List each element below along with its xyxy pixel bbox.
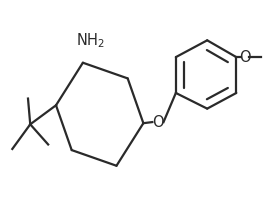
Text: O: O — [239, 50, 251, 65]
Text: O: O — [152, 115, 164, 129]
Text: NH$_2$: NH$_2$ — [76, 32, 105, 50]
